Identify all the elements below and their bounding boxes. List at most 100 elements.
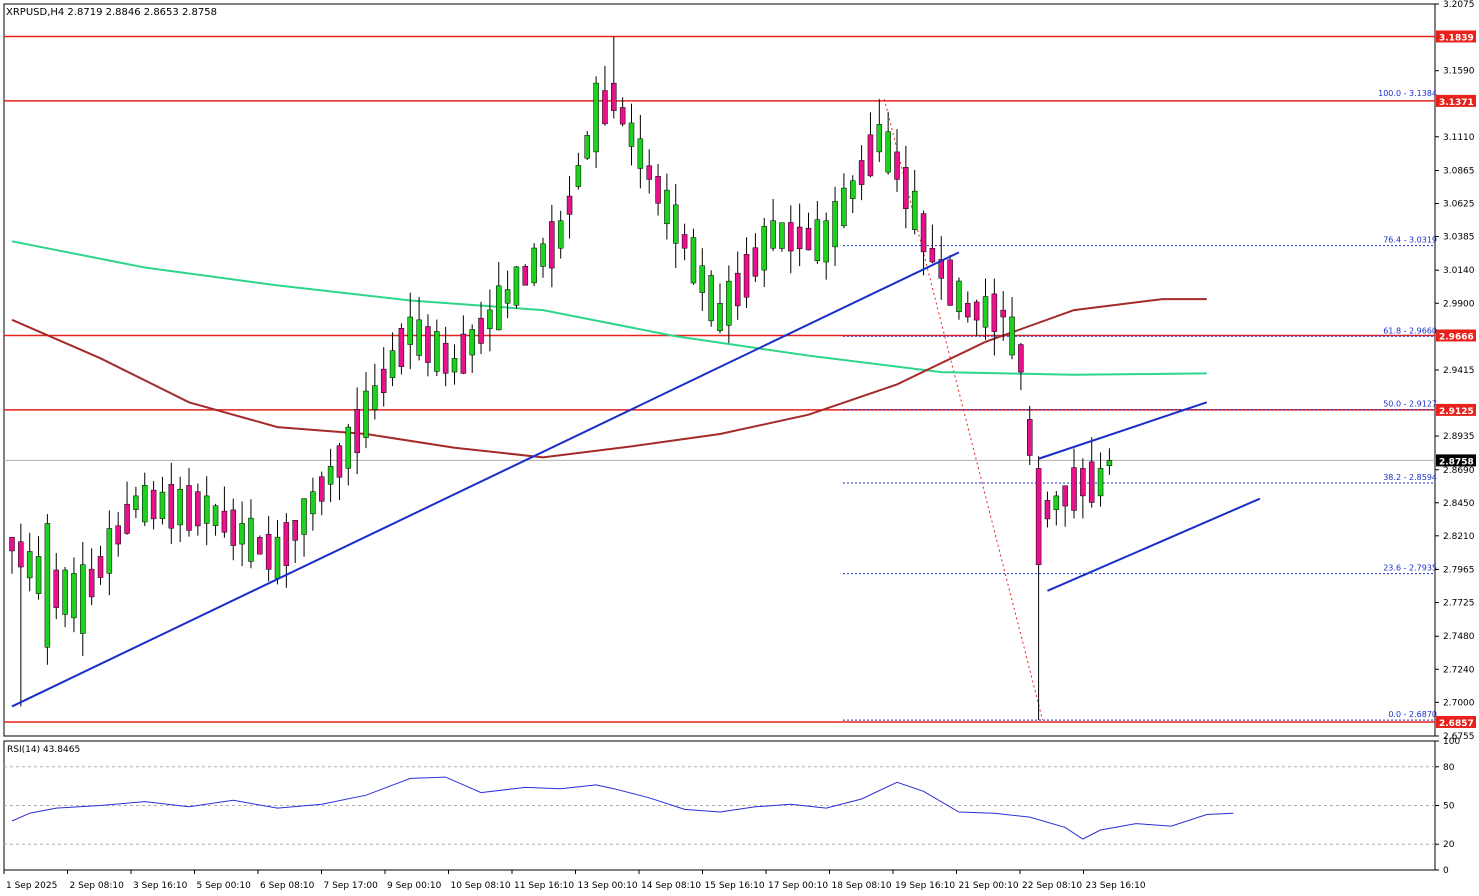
fibonacci-level-label: 100.0 - 3.1384 — [1378, 89, 1437, 98]
candle-body — [274, 536, 281, 579]
candle-body — [239, 523, 245, 545]
candle-body — [35, 556, 42, 594]
candle-body — [832, 201, 838, 248]
candle-body — [841, 187, 847, 227]
time-tick-label: 19 Sep 16:10 — [895, 881, 955, 891]
candle-body — [655, 175, 661, 204]
candle-body — [681, 234, 688, 249]
time-tick-label: 23 Sep 16:10 — [1086, 881, 1146, 891]
time-tick-label: 7 Sep 17:00 — [324, 881, 379, 891]
candle-body — [1106, 460, 1113, 467]
rsi-line — [11, 776, 1234, 840]
candle-body — [177, 488, 183, 526]
candle-body — [80, 564, 86, 634]
candle-body — [442, 343, 449, 374]
trendline — [1038, 401, 1208, 460]
candle-body — [673, 204, 679, 244]
candle-body — [115, 525, 121, 545]
price-tick-label: 3.1110 — [1443, 133, 1475, 143]
candle-body — [460, 333, 467, 374]
candle-body — [363, 390, 369, 438]
candle-body — [726, 280, 732, 326]
candle-body — [850, 180, 856, 199]
price-tick-label: 2.7965 — [1443, 566, 1475, 576]
rsi-tick-label: 0 — [1443, 866, 1449, 876]
fibonacci-level-label: 0.0 - 2.6870 — [1388, 710, 1437, 719]
candle-body — [354, 409, 360, 454]
price-tick-label: 2.8690 — [1443, 466, 1475, 476]
candle-body — [292, 519, 298, 541]
candle-body — [451, 358, 458, 373]
level-price-label: 3.1839 — [1439, 33, 1474, 43]
level-price-label: 2.9666 — [1439, 332, 1474, 342]
candle-body — [265, 533, 272, 570]
candle-body — [690, 237, 697, 284]
candle-body — [929, 247, 936, 263]
candle-body — [611, 82, 617, 111]
candle-body — [336, 445, 343, 478]
candle-body — [398, 328, 405, 367]
candle-body — [372, 385, 378, 410]
candle-body — [18, 541, 24, 568]
time-tick-label: 14 Sep 08:10 — [641, 881, 701, 891]
rsi-tick-label: 100 — [1443, 737, 1460, 747]
candle-body — [947, 259, 953, 306]
fibonacci-level-label: 38.2 - 2.8594 — [1383, 473, 1437, 482]
candle-body — [195, 491, 201, 527]
candle-body — [310, 491, 316, 515]
candle-body — [885, 131, 891, 173]
candle-body — [248, 517, 254, 562]
candle-body — [575, 165, 582, 187]
candle-body — [319, 476, 325, 502]
level-price-label: 3.1371 — [1439, 98, 1474, 108]
candle-body — [133, 495, 139, 510]
candle-body — [788, 222, 794, 252]
candle-body — [53, 569, 59, 608]
time-tick-label: 6 Sep 08:10 — [260, 881, 315, 891]
candle-body — [1009, 316, 1015, 356]
candle-body — [345, 426, 352, 469]
candle-body — [1071, 467, 1077, 511]
time-tick-label: 15 Sep 16:10 — [705, 881, 765, 891]
candle-body — [566, 195, 573, 215]
candle-body — [814, 219, 821, 261]
candle-body — [1035, 468, 1042, 565]
candle-body — [186, 485, 192, 531]
candle-body — [62, 569, 68, 615]
candle-body — [584, 135, 590, 159]
candle-body — [257, 537, 263, 555]
current-price-tag — [1436, 454, 1476, 467]
candle-body — [301, 498, 307, 535]
candle-body — [991, 293, 998, 332]
fibonacci-level-label: 76.4 - 3.0319 — [1383, 236, 1437, 245]
main-pane — [3, 3, 1436, 737]
level-price-label: 2.6857 — [1439, 719, 1474, 729]
time-tick-label: 22 Sep 08:10 — [1022, 881, 1082, 891]
candle-body — [496, 285, 502, 331]
candle-body — [637, 138, 644, 169]
candle-body — [770, 220, 776, 249]
candle-body — [664, 189, 670, 225]
candle-body — [380, 368, 387, 393]
candle-body — [858, 160, 865, 185]
time-tick-label: 21 Sep 00:10 — [959, 881, 1019, 891]
candle-body — [389, 350, 396, 379]
candle-body — [159, 491, 166, 519]
level-price-tag — [1436, 715, 1476, 728]
candle-body — [717, 303, 723, 332]
candle-body — [212, 505, 219, 526]
candle-body — [1044, 500, 1051, 520]
candle-body — [106, 528, 113, 574]
candle-body — [779, 222, 785, 249]
candle-body — [150, 489, 157, 520]
candle-body — [646, 165, 652, 180]
candle-body — [522, 266, 529, 286]
candle-body — [593, 82, 599, 153]
candle-body — [823, 220, 829, 263]
price-tick-label: 2.8450 — [1443, 499, 1475, 509]
time-tick-label: 17 Sep 00:10 — [768, 881, 828, 891]
rsi-tick-label: 20 — [1443, 840, 1455, 850]
price-tick-label: 3.0865 — [1443, 166, 1475, 176]
candle-body — [124, 503, 130, 534]
